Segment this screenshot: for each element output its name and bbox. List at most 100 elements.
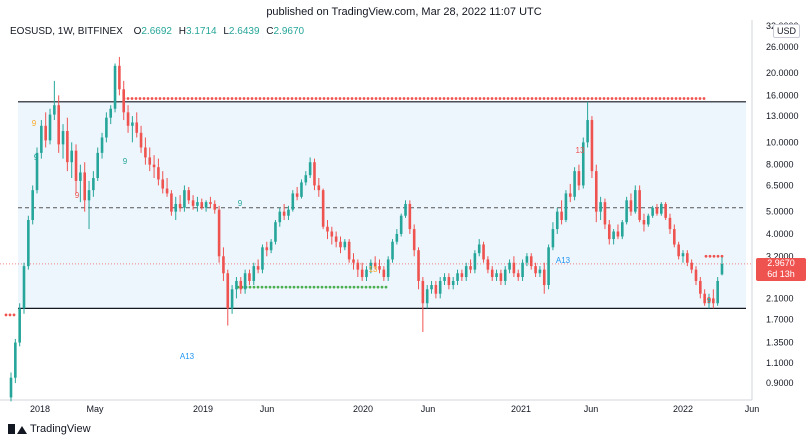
candle-body [53,105,56,115]
time-tick-label: May [86,404,104,414]
candle-body [31,190,34,220]
resistance-dot [238,97,242,100]
support-dot [380,285,384,289]
candle-body [356,262,360,270]
candle-body [213,203,217,210]
candle-body [148,157,152,165]
left-signal-dot [8,313,12,317]
candle-body [230,289,234,309]
candle-body [217,209,221,257]
support-dot [324,285,328,289]
support-dot [260,285,264,289]
candle-body [590,120,594,172]
candle-body [66,131,69,163]
resistance-dot [398,97,402,100]
resistance-dot [162,97,166,100]
candle-body [521,262,524,278]
resistance-dot [454,97,458,100]
candle-body [412,229,416,251]
left-signal-dot [12,313,16,317]
resistance-dot [678,97,682,100]
count-annotation: 9 [123,157,128,166]
candle-body [668,217,672,230]
candle-body [686,253,689,263]
count-annotation: 13 [369,265,378,274]
candle-body [616,231,620,237]
candlestick-chart[interactable]: 0.90001.10001.35001.70002.10002.60003.20… [0,20,808,420]
chart-area[interactable]: 0.90001.10001.35001.70002.10002.60003.20… [0,20,808,420]
candle-body [304,175,308,183]
resistance-dot [606,97,610,100]
candle-body [165,188,169,194]
candle-body [395,233,399,242]
high-label: H [178,26,186,37]
resistance-dot [554,97,558,100]
resistance-dot [446,97,450,100]
support-dot [344,285,348,289]
resistance-dot [258,97,262,100]
resistance-dot [634,97,638,100]
support-dot [248,285,252,289]
resistance-dot [438,97,442,100]
price-tick-label: 0.9000 [766,378,794,388]
candle-body [399,215,403,234]
resistance-dot [418,97,422,100]
support-dot [316,285,320,289]
candle-body [430,285,433,290]
candle-body [464,266,468,278]
tradingview-logo-icon [8,424,27,434]
resistance-dot [506,97,510,100]
candle-body [620,222,624,237]
resistance-dot [670,97,674,100]
candle-body [642,219,646,225]
resistance-dot [490,97,494,100]
resistance-dot [330,97,334,100]
resistance-dot [450,97,454,100]
candle-body [382,269,386,278]
candle-body [391,241,394,260]
resistance-dot [286,97,290,100]
candle-body [157,167,160,180]
resistance-dot [530,97,534,100]
resistance-dot [306,97,310,100]
candle-body [599,202,602,212]
candle-body [79,172,82,181]
resistance-dot [198,97,202,100]
candle-body [44,125,47,141]
candle-body [339,241,342,248]
candle-body [529,256,533,267]
candle-body [191,200,195,206]
resistance-dot [430,97,434,100]
currency-badge[interactable]: USD [773,24,801,38]
support-dot [340,285,344,289]
resistance-dot [178,97,182,100]
resistance-dot [290,97,294,100]
published-caption: published on TradingView.com, Mar 28, 20… [266,6,542,18]
symbol-legend: EOSUSD, 1W, BITFINEX O2.6692 H3.1714 L2.… [10,26,304,37]
resistance-dot [686,97,690,100]
candle-body [646,215,650,225]
resistance-dot [346,97,350,100]
time-tick-label: Jun [260,404,275,414]
support-dot [308,285,312,289]
candle-body [612,231,615,240]
resistance-dot [578,97,582,100]
resistance-dot [158,97,162,100]
resistance-dot [422,97,426,100]
candle-body [295,193,299,197]
resistance-dot [246,97,250,100]
resistance-dot [594,97,598,100]
symbol-name[interactable]: EOSUSD, 1W, BITFINEX [10,26,123,37]
candle-body [139,132,143,148]
candle-body [243,273,247,290]
footer-brand[interactable]: TradingView [8,423,91,435]
candle-body [404,203,407,216]
candle-body [200,202,204,208]
time-tick-label: 2019 [193,404,213,414]
support-dot [376,285,380,289]
candle-body [547,247,550,286]
resistance-dot [590,97,594,100]
resistance-dot [486,97,490,100]
support-dot [264,285,268,289]
candle-body [269,241,273,251]
